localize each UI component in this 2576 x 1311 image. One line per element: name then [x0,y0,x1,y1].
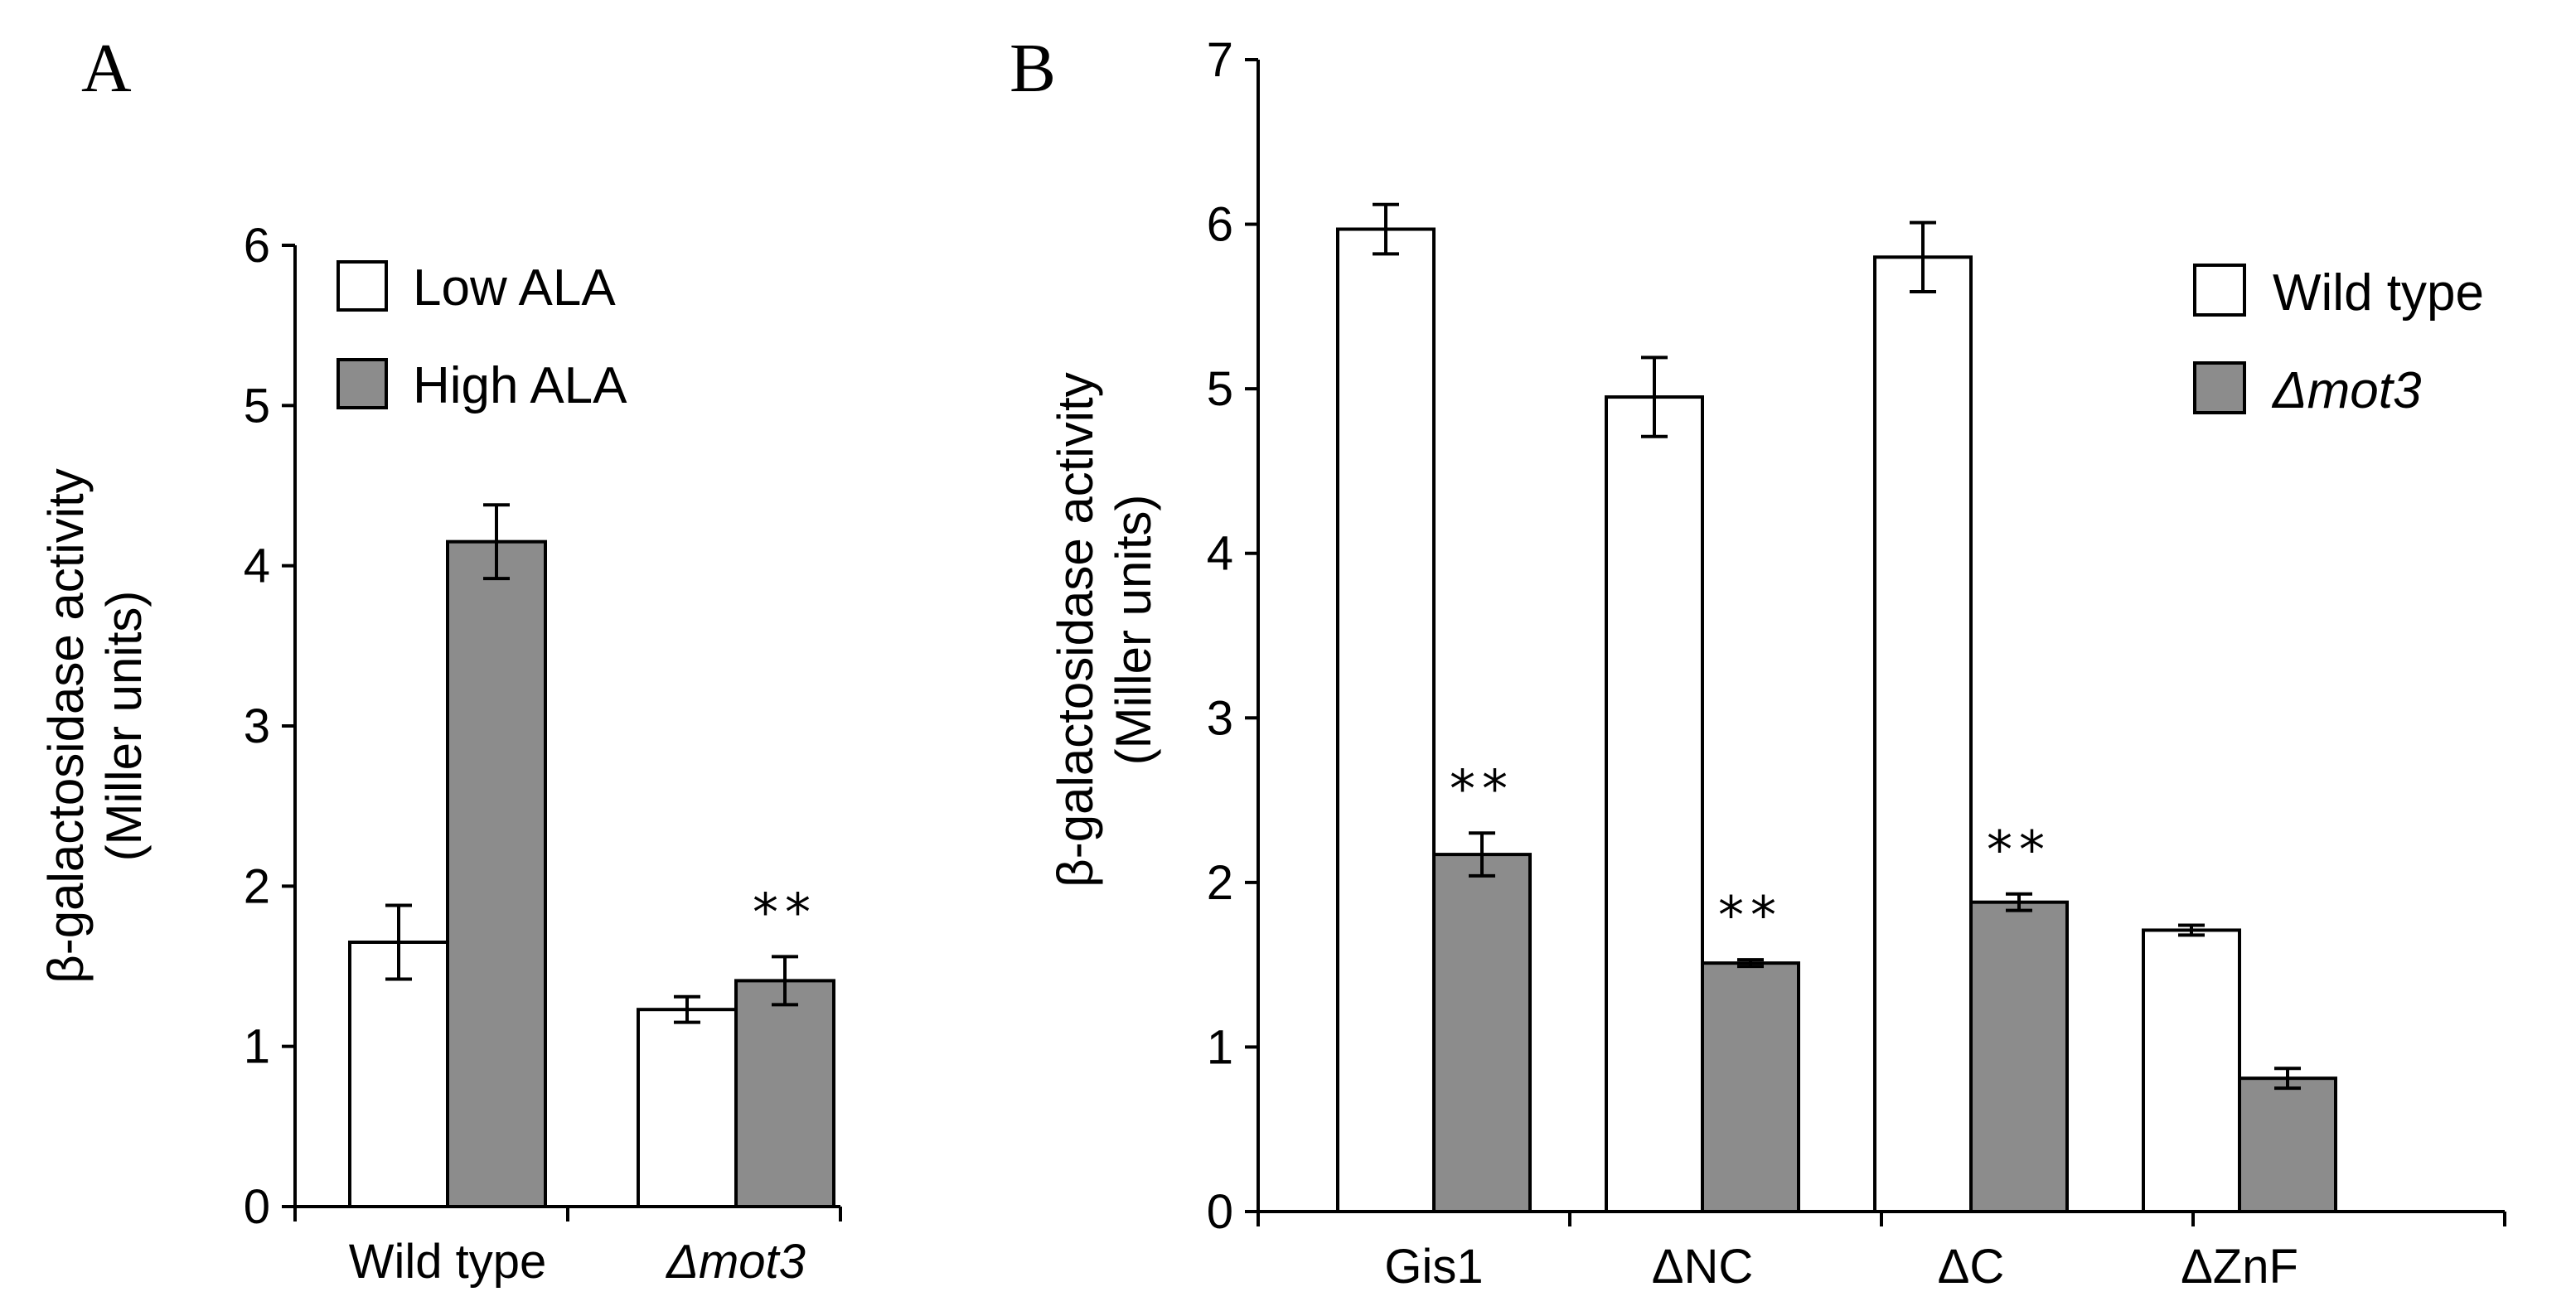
y-tick-label: 5 [244,379,270,433]
error-bar [1373,202,1399,256]
y-axis-label-line2: (Miller units) [96,591,152,862]
y-axis-label: β-galactosidase activity(Miller units) [38,468,152,983]
y-tick-label: 4 [1207,527,1233,581]
bar-series1-1 [637,1008,738,1208]
y-axis-label-line2: (Miller units) [1106,495,1161,766]
legend-label: Low ALA [413,259,616,317]
error-bar [385,903,412,981]
panel-a-chart: A ** 0 1 2 3 4 5 6 Wild type Δmot3 β-galactosidase … [38,30,842,1289]
significance-marker: ** [1450,758,1514,819]
legend-swatch [2193,361,2246,414]
y-tick-label: 0 [244,1180,270,1234]
y-tick-label: 0 [1207,1185,1233,1239]
bar-series2-0 [446,539,547,1208]
bar-series1-0 [1336,227,1436,1213]
y-tick-label: 3 [244,699,270,753]
y-tick-label: 5 [1207,362,1233,416]
bar-series2-3 [2238,1076,2337,1213]
panel-label: B [1010,30,1056,107]
error-bar [1910,220,1936,293]
legend-swatch [337,260,388,312]
y-tick-label: 7 [1207,33,1233,87]
significance-marker: ** [753,882,817,942]
error-bar [674,994,700,1024]
panel-label: A [81,30,132,107]
x-tick-label: ΔZnF [2181,1240,2298,1294]
bar-series2-2 [1969,900,2069,1213]
x-tick-label: Wild type [349,1235,547,1289]
legend-label: Wild type [2273,264,2484,322]
legend-label: High ALA [413,357,627,414]
x-tick-label: ΔNC [1652,1240,1754,1294]
legend-swatch [337,358,388,409]
significance-marker: ** [1718,885,1783,946]
x-tick-label: Δmot3 [665,1235,806,1289]
bar-series1-0 [348,941,449,1208]
y-tick-label: 6 [1207,198,1233,252]
y-tick-label: 3 [1207,691,1233,745]
bar-series2-0 [1432,853,1532,1213]
bar-series2-1 [1701,961,1800,1213]
error-bar [483,503,510,581]
error-bar [1641,356,1668,438]
legend-swatch [2193,264,2246,317]
error-bar [1737,958,1764,969]
y-tick-label: 2 [1207,856,1233,910]
error-bar [2274,1067,2301,1091]
x-tick-label: Gis1 [1384,1240,1483,1294]
panel-b-chart: B ** ** ** 0 1 2 3 4 5 6 7 Gis1 ΔNC ΔC ΔZnF β-galactosid… [1010,30,2506,1294]
error-bar [2006,892,2032,912]
legend-label: Δmot3 [2271,362,2421,419]
y-tick-label: 1 [1207,1020,1233,1074]
y-tick-label: 4 [244,539,270,593]
y-tick-label: 1 [244,1020,270,1074]
bar-series2-1 [734,979,835,1209]
bar-series1-2 [1873,255,1973,1213]
error-bar [2178,923,2205,937]
y-axis-label-line1: β-galactosidase activity [1048,372,1103,887]
y-tick-label: 6 [244,219,270,273]
bar-series1-3 [2142,928,2241,1213]
y-tick-label: 2 [244,859,270,913]
bar-series1-1 [1605,395,1704,1214]
x-tick-label: ΔC [1938,1240,2005,1294]
error-bar [1469,831,1495,878]
significance-marker: ** [1987,820,2051,880]
y-axis-label: β-galactosidase activity(Miller units) [1048,372,1161,887]
error-bar [772,955,798,1007]
y-axis-label-line1: β-galactosidase activity [38,468,94,983]
